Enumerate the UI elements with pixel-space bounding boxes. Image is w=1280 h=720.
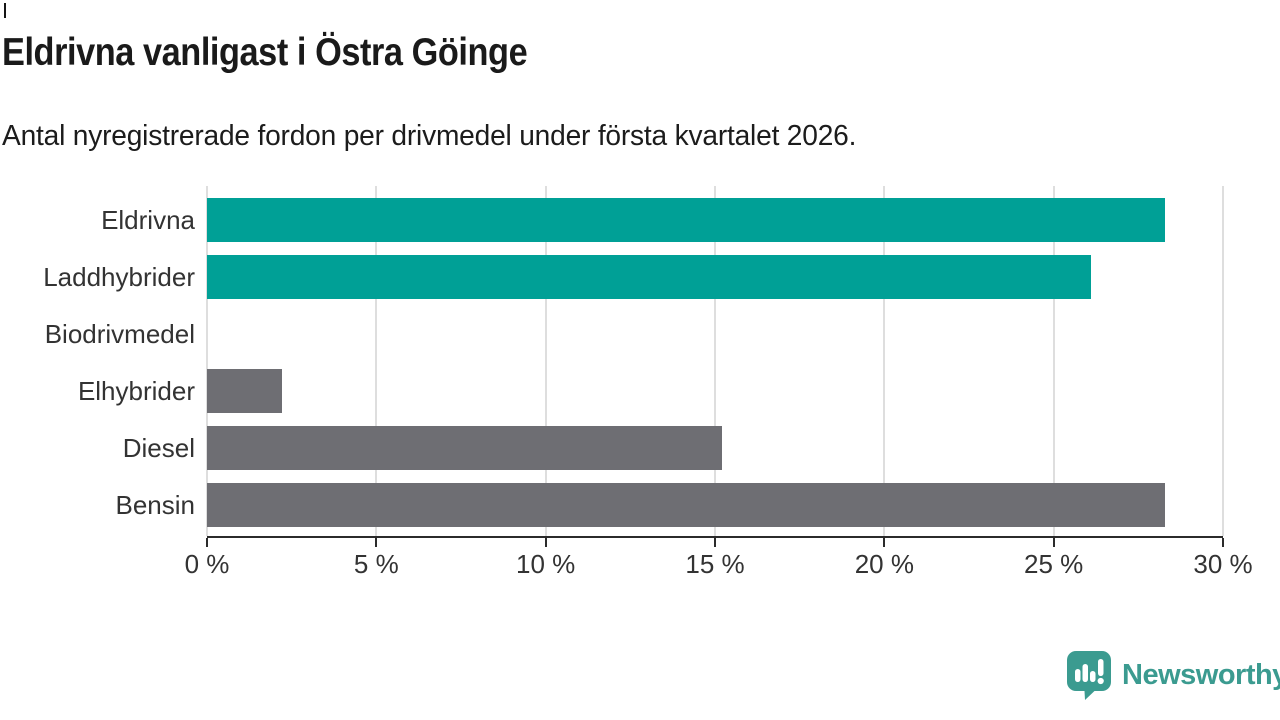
- category-label-eldrivna: Eldrivna: [101, 205, 195, 235]
- x-axis-tick-25: [1052, 538, 1055, 547]
- bar-bensin: [207, 483, 1166, 527]
- x-axis-tick-0: [206, 538, 208, 547]
- brand-footer: Newsworthy: [1066, 650, 1280, 700]
- gridline-5: [375, 186, 378, 536]
- x-tick-label-20: 20 %: [854, 549, 914, 579]
- chart-title: Eldrivna vanligast i Östra Göinge: [2, 31, 528, 74]
- gridline-20: [883, 186, 886, 536]
- bar-elhybrider: [207, 369, 282, 413]
- bar-laddhybrider: [207, 255, 1091, 299]
- bar-eldrivna: [207, 198, 1166, 242]
- gridline-30: [1222, 186, 1224, 536]
- gridline-15: [714, 186, 716, 536]
- x-axis-tick-5: [375, 538, 378, 547]
- chart-subtitle: Antal nyregistrerade fordon per drivmede…: [2, 120, 857, 152]
- gridline-0: [206, 186, 208, 536]
- plot-area: [206, 186, 1224, 538]
- category-label-biodrivmedel: Biodrivmedel: [44, 319, 195, 349]
- x-tick-label-15: 15 %: [685, 549, 745, 579]
- category-label-laddhybrider: Laddhybrider: [43, 262, 195, 292]
- x-axis-tick-10: [544, 538, 547, 547]
- x-tick-label-5: 5 %: [353, 549, 399, 579]
- gridline-25: [1052, 186, 1055, 536]
- stray-mark-artifact: [4, 3, 6, 18]
- category-label-elhybrider: Elhybrider: [77, 376, 195, 406]
- x-tick-label-30: 30 %: [1193, 549, 1253, 579]
- gridline-10: [544, 186, 547, 536]
- x-axis-tick-30: [1222, 538, 1224, 547]
- x-axis-tick-15: [714, 538, 716, 547]
- category-label-diesel: Diesel: [122, 433, 195, 463]
- x-tick-label-25: 25 %: [1024, 549, 1084, 579]
- brand-name: Newsworthy: [1122, 658, 1280, 691]
- newsworthy-logo-icon: [1067, 651, 1111, 700]
- x-axis-tick-20: [883, 538, 886, 547]
- x-tick-label-0: 0 %: [184, 549, 230, 579]
- bar-diesel: [207, 426, 722, 470]
- category-label-bensin: Bensin: [115, 490, 196, 520]
- x-tick-label-10: 10 %: [516, 549, 576, 579]
